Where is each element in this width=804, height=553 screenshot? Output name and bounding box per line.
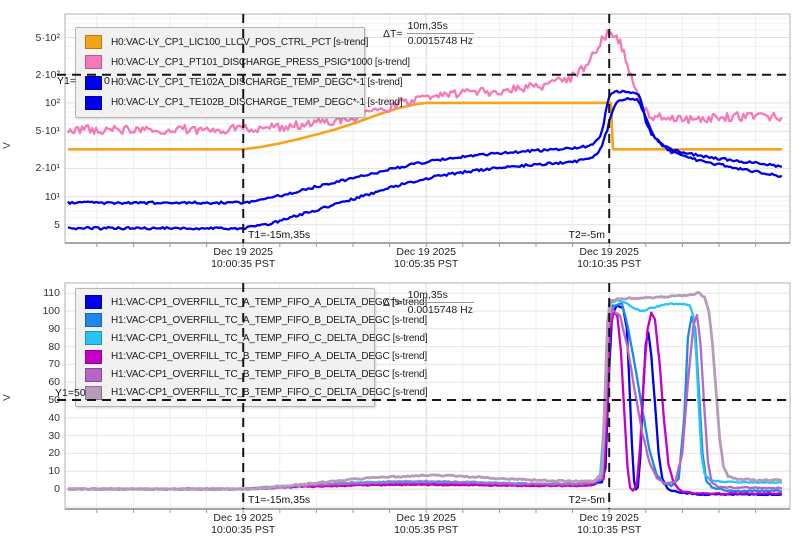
bottom-y1-label: Y1=50	[55, 387, 86, 399]
xtick-time: 10:05:35 PST	[394, 523, 459, 536]
plot-0-curves	[66, 29, 783, 231]
xtick-date: Dec 19 2025	[579, 512, 639, 524]
delta-t-values: 10m,35s 0.0015748 Hz	[406, 20, 474, 47]
plot-0-ytick-0: 5·10²	[35, 31, 60, 44]
plot-1-ytick-10: 10	[48, 465, 60, 478]
legend-swatch	[85, 75, 102, 90]
plot-1-xtick-2: Dec 19 2025 10:10:35 PST	[564, 512, 654, 536]
top-yaxis-title: V	[1, 142, 13, 149]
plot-1-ytick-7: 40	[48, 411, 60, 424]
plot-1-curves	[67, 291, 783, 497]
series-curve-0-0	[67, 101, 782, 151]
legend-item-1-0[interactable]: H1:VAC-CP1_OVERFILL_TC_A_TEMP_FIFO_A_DEL…	[85, 295, 427, 310]
legend-label: H1:VAC-CP1_OVERFILL_TC_B_TEMP_FIFO_C_DEL…	[111, 387, 428, 399]
plot-0-ytick-1: 2·10²	[35, 68, 60, 81]
delta-t-duration: 10m,35s	[406, 289, 474, 303]
legend-item-1-4[interactable]: H1:VAC-CP1_OVERFILL_TC_B_TEMP_FIFO_B_DEL…	[85, 367, 427, 382]
legend-swatch	[85, 385, 102, 400]
legend-item-0-1[interactable]: H0:VAC-LY_CP1_PT101_DISCHARGE_PRESS_PSIG…	[85, 55, 410, 70]
legend-label: H0:VAC-LY_CP1_TE102B_DISCHARGE_TEMP_DEGC…	[111, 97, 403, 109]
xtick-date: Dec 19 2025	[396, 246, 456, 258]
plot-0-ytick-5: 10¹	[44, 190, 60, 203]
legend-top: H0:VAC-LY_CP1_LIC100_LLCV_POS_CTRL_PCT […	[75, 27, 410, 118]
top-t1-cursor-label: T1=-15m,35s	[248, 229, 311, 241]
plot-1-ytick-3: 80	[48, 340, 60, 353]
legend-item-1-5[interactable]: H1:VAC-CP1_OVERFILL_TC_B_TEMP_FIFO_C_DEL…	[85, 385, 428, 400]
plot-1-ytick-2: 90	[48, 322, 60, 335]
top-y1-label: Y1=	[57, 75, 76, 87]
plot-0-ytick-2: 10²	[44, 96, 60, 109]
plot-1-ytick-11: 0	[54, 483, 60, 496]
legend-swatch	[85, 367, 102, 382]
series-curve-1-5	[67, 291, 783, 492]
plot-0-ytick-3: 5·10¹	[35, 125, 60, 138]
legend-label: H0:VAC-LY_CP1_LIC100_LLCV_POS_CTRL_PCT […	[111, 36, 369, 48]
plot-1-xtick-0: Dec 19 2025 10:00:35 PST	[198, 512, 288, 536]
bottom-t2-cursor-label: T2=-5m	[568, 494, 605, 506]
series-curve-0-1	[66, 29, 783, 136]
xtick-date: Dec 19 2025	[396, 512, 456, 524]
legend-label: H1:VAC-CP1_OVERFILL_TC_A_TEMP_FIFO_B_DEL…	[111, 314, 427, 326]
delta-t-label: ΔT=	[383, 296, 403, 309]
plot-1-xtick-1: Dec 19 2025 10:05:35 PST	[381, 512, 471, 536]
top-y1-label-suffix: 0	[104, 75, 110, 87]
plot-1-ytick-0: 110	[43, 287, 60, 300]
xtick-date: Dec 19 2025	[213, 512, 273, 524]
plot-1-ytick-6: 50	[48, 394, 60, 406]
legend-item-1-1[interactable]: H1:VAC-CP1_OVERFILL_TC_A_TEMP_FIFO_B_DEL…	[85, 313, 427, 328]
plot-0-ytick-6: 5	[54, 218, 60, 231]
xtick-date: Dec 19 2025	[579, 246, 639, 258]
plot-0-xtick-1: Dec 19 2025 10:05:35 PST	[381, 246, 471, 270]
legend-label: H0:VAC-LY_CP1_TE102A_DISCHARGE_TEMP_DEGC…	[111, 77, 403, 89]
bottom-t1-cursor-label: T1=-15m,35s	[248, 494, 311, 506]
legend-label: H1:VAC-CP1_OVERFILL_TC_A_TEMP_FIFO_A_DEL…	[111, 296, 427, 308]
legend-swatch	[85, 95, 102, 110]
plot-1-ytick-4: 70	[48, 358, 60, 371]
legend-swatch	[85, 331, 102, 346]
bottom-delta-t-annotation: ΔT= 10m,35s 0.0015748 Hz	[383, 289, 474, 316]
plot-1-ytick-1: 100	[42, 305, 60, 317]
gridlines	[65, 14, 790, 509]
top-delta-t-annotation: ΔT= 10m,35s 0.0015748 Hz	[383, 20, 474, 47]
plot-0-xtick-0: Dec 19 2025 10:00:35 PST	[198, 246, 288, 270]
legend-swatch	[85, 35, 102, 50]
legend-label: H1:VAC-CP1_OVERFILL_TC_B_TEMP_FIFO_B_DEL…	[111, 369, 427, 381]
xtick-time: 10:10:35 PST	[577, 257, 642, 270]
legend-item-0-3[interactable]: H0:VAC-LY_CP1_TE102B_DISCHARGE_TEMP_DEGC…	[85, 95, 403, 110]
plot-borders	[64, 13, 791, 513]
xtick-time: 10:10:35 PST	[577, 523, 642, 536]
delta-t-duration: 10m,35s	[406, 20, 474, 34]
legend-swatch	[85, 349, 102, 364]
legend-item-1-2[interactable]: H1:VAC-CP1_OVERFILL_TC_A_TEMP_FIFO_C_DEL…	[85, 331, 428, 346]
xtick-date: Dec 19 2025	[213, 246, 273, 258]
legend-swatch	[85, 55, 102, 70]
xtick-time: 10:05:35 PST	[394, 257, 459, 270]
plot-0-ytick-4: 2·10¹	[35, 162, 60, 175]
delta-t-label: ΔT=	[383, 27, 403, 40]
xtick-time: 10:00:35 PST	[211, 257, 276, 270]
delta-t-values: 10m,35s 0.0015748 Hz	[406, 289, 474, 316]
legend-item-0-0[interactable]: H0:VAC-LY_CP1_LIC100_LLCV_POS_CTRL_PCT […	[85, 35, 368, 50]
plot-0-xtick-2: Dec 19 2025 10:10:35 PST	[564, 246, 654, 270]
plot-1-ytick-5: 60	[48, 376, 60, 389]
legend-bottom: H1:VAC-CP1_OVERFILL_TC_A_TEMP_FIFO_A_DEL…	[75, 288, 428, 407]
legend-label: H0:VAC-LY_CP1_PT101_DISCHARGE_PRESS_PSIG…	[111, 56, 410, 68]
plot-1-ytick-9: 20	[48, 447, 60, 460]
legend-item-1-3[interactable]: H1:VAC-CP1_OVERFILL_TC_B_TEMP_FIFO_A_DEL…	[85, 349, 427, 364]
legend-label: H1:VAC-CP1_OVERFILL_TC_A_TEMP_FIFO_C_DEL…	[111, 332, 428, 344]
xtick-time: 10:00:35 PST	[211, 523, 276, 536]
top-t2-cursor-label: T2=-5m	[568, 229, 605, 241]
delta-t-frequency: 0.0015748 Hz	[407, 304, 473, 316]
legend-swatch	[85, 295, 102, 310]
delta-t-frequency: 0.0015748 Hz	[407, 35, 473, 47]
legend-item-0-2[interactable]: H0:VAC-LY_CP1_TE102A_DISCHARGE_TEMP_DEGC…	[85, 75, 403, 90]
plot-1-ytick-8: 30	[48, 429, 60, 442]
legend-swatch	[85, 313, 102, 328]
legend-label: H1:VAC-CP1_OVERFILL_TC_B_TEMP_FIFO_A_DEL…	[111, 351, 427, 363]
series-curve-0-3	[67, 96, 783, 231]
